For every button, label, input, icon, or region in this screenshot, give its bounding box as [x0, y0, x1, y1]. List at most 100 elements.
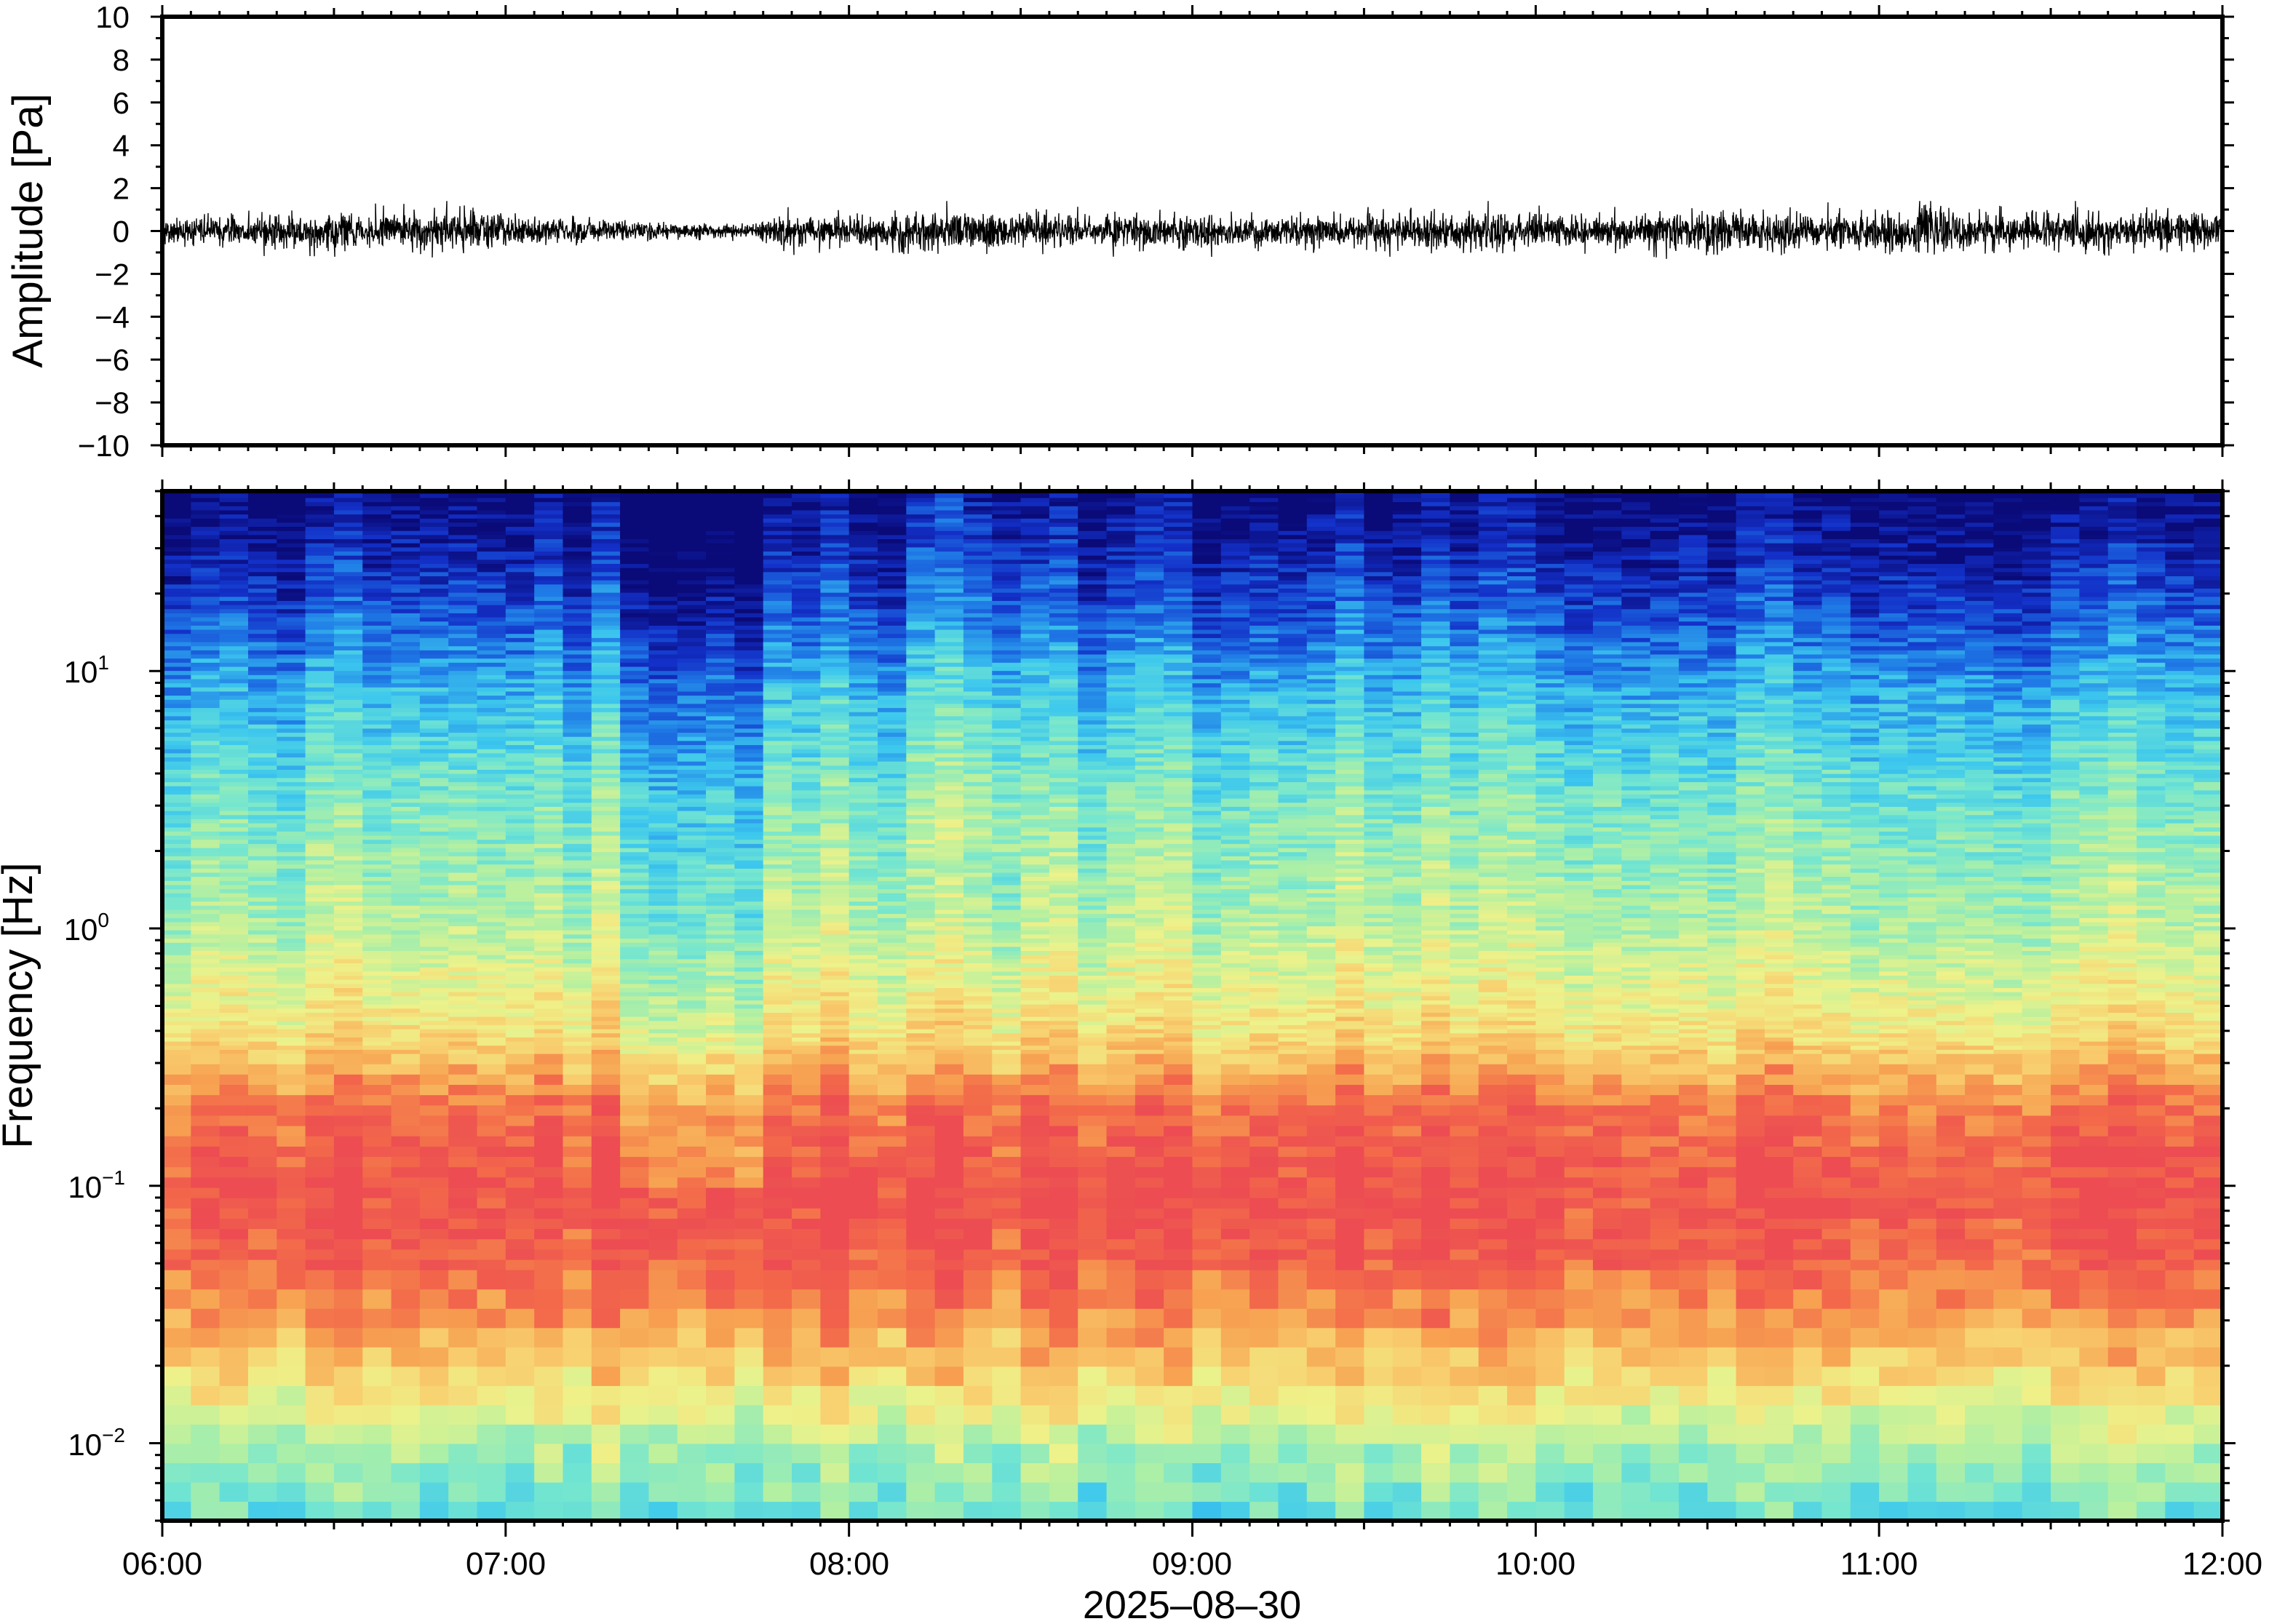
spectrogram-cell	[677, 605, 707, 610]
spectrogram-cell	[820, 921, 850, 927]
spectrogram-cell	[505, 546, 535, 552]
spectrogram-cell	[305, 650, 335, 655]
spectrogram-cell	[677, 798, 707, 803]
spectrogram-cell	[362, 921, 392, 927]
spectrogram-cell	[505, 645, 535, 650]
spectrogram-cell	[591, 926, 621, 931]
spectrogram-cell	[849, 546, 878, 552]
spectrogram-cell	[877, 987, 907, 992]
spectrogram-cell	[191, 1037, 220, 1042]
spectrogram-cell	[477, 530, 506, 536]
spectrogram-cell	[849, 876, 878, 881]
spectrogram-cell	[477, 514, 506, 519]
spectrogram-cell	[305, 608, 335, 613]
spectrogram-cell	[734, 563, 764, 568]
spectrogram-cell	[505, 1385, 535, 1406]
spectrogram-cell	[820, 893, 850, 898]
spectrogram-cell	[849, 831, 878, 836]
spectrogram-cell	[706, 1037, 735, 1042]
spectrogram-cell	[277, 1366, 306, 1386]
spectrogram-cell	[333, 1177, 363, 1188]
spectrogram-cell	[677, 629, 707, 634]
spectrogram-cell	[419, 497, 449, 503]
spectrogram-cell	[934, 1238, 964, 1250]
spectrogram-cell	[763, 1016, 792, 1022]
spectrogram-cell	[534, 584, 564, 589]
spectrogram-cell	[191, 576, 220, 581]
spectrogram-cell	[706, 687, 735, 692]
spectrogram-cell	[591, 555, 621, 560]
spectrogram-cell	[820, 666, 850, 672]
spectrogram-cell	[162, 1228, 191, 1240]
spectrogram-cell	[505, 658, 535, 663]
spectrogram-cell	[477, 921, 506, 927]
spectrogram-cell	[648, 909, 678, 915]
spectrogram-cell	[162, 1462, 191, 1483]
spectrogram-cell	[277, 1094, 306, 1106]
spectrogram-cell	[448, 983, 478, 988]
spectrogram-cell	[591, 1008, 621, 1013]
spectrogram-cell	[792, 794, 821, 799]
spectrogram-cell	[162, 641, 191, 647]
spectrogram-cell	[534, 625, 564, 630]
spectrogram-cell	[763, 1040, 792, 1046]
spectrogram-cell	[247, 588, 277, 593]
spectrogram-cell	[191, 687, 220, 692]
spectrogram-cell	[620, 613, 650, 618]
spectrogram-cell	[820, 1028, 850, 1034]
spectrogram-cell	[305, 1366, 335, 1386]
spectrogram-cell	[505, 509, 535, 515]
spectrogram-cell	[648, 1238, 678, 1250]
spectrogram-cell	[191, 1501, 220, 1521]
spectrogram-cell	[391, 720, 421, 725]
spectrogram-cell	[620, 563, 650, 568]
spectrogram-cell	[362, 658, 392, 663]
spectrogram-cell	[706, 576, 735, 581]
spectrogram-cell	[620, 1012, 650, 1017]
spectrogram-cell	[419, 1024, 449, 1030]
spectrogram-cell	[648, 1008, 678, 1013]
spectrogram-cell	[277, 822, 306, 828]
spectrogram-cell	[820, 1115, 850, 1126]
spectrogram-cell	[849, 1000, 878, 1005]
spectrogram-cell	[448, 501, 478, 506]
spectrogram-cell	[191, 1404, 220, 1425]
spectrogram-cell	[305, 777, 335, 782]
spectrogram-cell	[620, 757, 650, 762]
spectrogram-cell	[534, 781, 564, 787]
spectrogram-cell	[934, 946, 964, 952]
spectrogram-cell	[934, 641, 964, 647]
spectrogram-cell	[534, 773, 564, 779]
spectrogram-cell	[162, 938, 191, 943]
spectrogram-cell	[677, 690, 707, 696]
spectrogram-cell	[333, 493, 363, 498]
spectrogram-cell	[191, 633, 220, 638]
spectrogram-cell	[505, 555, 535, 560]
spectrogram-cell	[162, 975, 191, 980]
spectrogram-cell	[277, 605, 306, 610]
spectrogram-cell	[706, 1481, 735, 1502]
spectrogram-cell	[877, 712, 907, 717]
spectrogram-cell	[333, 786, 363, 791]
spectrogram-cell	[734, 1249, 764, 1260]
spectrogram-cell	[591, 1016, 621, 1022]
spectrogram-cell	[477, 930, 506, 935]
spectrogram-cell	[505, 814, 535, 819]
spectrogram-cell	[162, 1218, 191, 1230]
spectrogram-cell	[934, 761, 964, 766]
spectrogram-cell	[792, 1024, 821, 1030]
spectrogram-cell	[820, 1198, 850, 1209]
spectrogram-cell	[906, 955, 936, 960]
spectrogram-cell	[591, 1366, 621, 1386]
spectrogram-cell	[162, 605, 191, 610]
spectrogram-cell	[448, 1166, 478, 1178]
spectrogram-cell	[277, 600, 306, 605]
spectrogram-cell	[820, 888, 850, 893]
spectrogram-cell	[563, 600, 592, 605]
spectrogram-cell	[877, 1094, 907, 1106]
spectrogram-cell	[362, 1125, 392, 1137]
spectrogram-cell	[534, 501, 564, 506]
spectrogram-cell	[477, 497, 506, 503]
spectrogram-cell	[477, 629, 506, 634]
spectrogram-cell	[277, 506, 306, 511]
